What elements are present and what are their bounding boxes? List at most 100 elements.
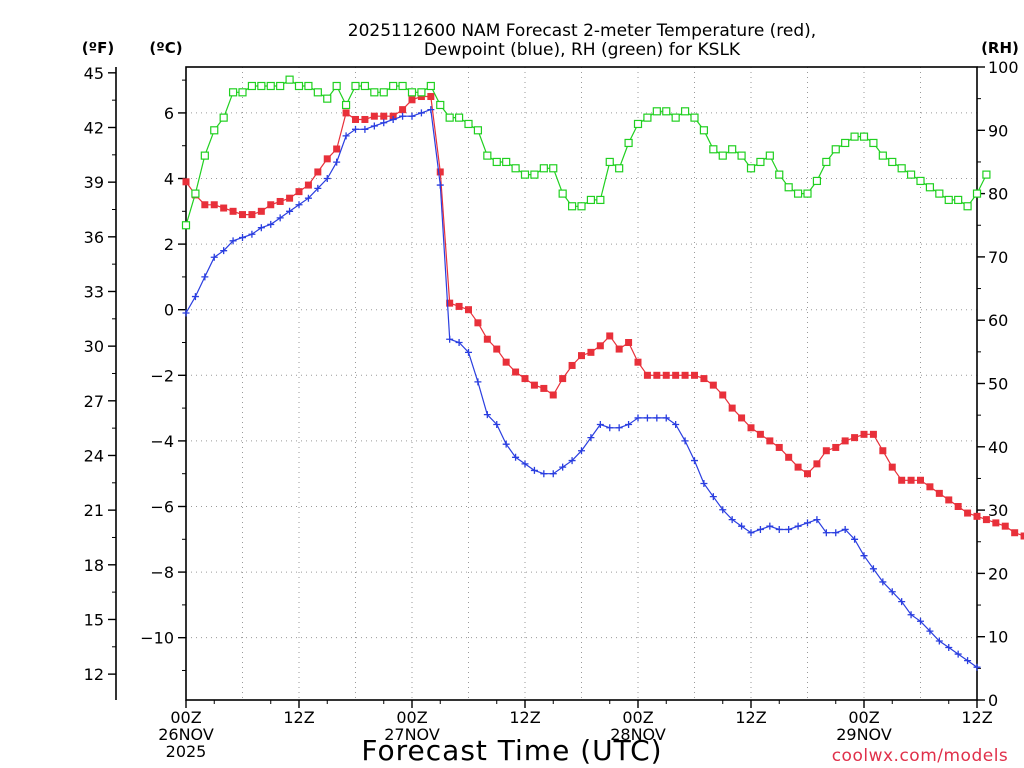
rh-point [257, 81, 266, 91]
temperature-point [474, 319, 482, 327]
rh-point [850, 132, 859, 141]
temperature-point [220, 204, 228, 212]
rh-point [181, 221, 191, 230]
dewpoint-point [201, 273, 209, 281]
dewpoint-point [907, 611, 915, 619]
x-tick-label: 00Z [396, 708, 427, 727]
dewpoint-point [672, 420, 680, 428]
fahrenheit-tick-label: 21 [84, 501, 104, 520]
rh-point [662, 107, 671, 116]
temperature-point [879, 447, 887, 455]
celsius-tick-label: 4 [164, 170, 174, 189]
rh-point [398, 81, 407, 91]
rh-point [266, 81, 275, 91]
dewpoint-point [681, 437, 689, 445]
title-line-1: 2025112600 NAM Forecast 2-meter Temperat… [348, 21, 816, 41]
fahrenheit-tick-label: 12 [84, 665, 104, 684]
temperature-point [964, 509, 972, 517]
gridlines [186, 67, 977, 700]
fahrenheit-tick-label: 42 [84, 118, 104, 137]
dewpoint-point [625, 420, 633, 428]
temperature-point [248, 211, 256, 219]
axes [108, 66, 985, 708]
temperature-point [587, 348, 595, 356]
fahrenheit-tick-label: 33 [84, 282, 104, 301]
rh-tick-label: 30 [988, 501, 1008, 520]
rh-tick-label: 100 [988, 58, 1019, 77]
rh-tick-label: 0 [988, 691, 998, 710]
rh-point [709, 145, 718, 154]
dewpoint-series [182, 106, 981, 671]
rh-point [756, 157, 765, 167]
rh-point [822, 157, 831, 167]
rh-point [605, 157, 614, 167]
fahrenheit-unit-label: (ºF) [82, 39, 114, 57]
temperature-point [483, 335, 491, 343]
dewpoint-point [342, 132, 350, 140]
rh-point [454, 113, 464, 122]
temperature-point [804, 470, 811, 478]
temperature-point [747, 424, 755, 432]
fahrenheit-tick-label: 15 [84, 610, 104, 629]
rh-point [200, 151, 209, 160]
rh-point [219, 113, 228, 122]
rh-point [511, 164, 520, 173]
dewpoint-point [747, 529, 755, 537]
rh-point [633, 119, 643, 129]
rh-point [652, 107, 661, 116]
temperature-point [446, 299, 454, 307]
dewpoint-point [775, 525, 783, 533]
dewpoint-point [578, 447, 585, 455]
temperature-point [512, 368, 520, 376]
temperature-point [210, 201, 218, 209]
temperature-point [408, 96, 416, 104]
dewpoint-point [587, 434, 595, 442]
dewpoint-point [738, 522, 746, 530]
temperature-point [502, 358, 510, 366]
temperature-point [323, 155, 331, 163]
x-axis-title: Forecast Time (UTC) [361, 734, 662, 767]
dewpoint-point [474, 378, 482, 386]
rh-point [878, 151, 887, 160]
temperature-point [907, 476, 915, 484]
celsius-tick-label: −6 [150, 497, 174, 516]
temperature-point [239, 211, 246, 219]
dewpoint-point [851, 535, 859, 543]
dewpoint-point [408, 112, 416, 120]
temperature-point [314, 168, 322, 176]
temperature-point [728, 404, 736, 412]
temperature-point [615, 345, 623, 353]
temperature-point [973, 512, 981, 520]
dewpoint-point [512, 453, 520, 461]
rh-point [238, 88, 247, 97]
x-tick-label: 12Z [509, 708, 540, 727]
rh-point [276, 81, 285, 91]
rh-point [520, 170, 530, 179]
dewpoint-point [700, 480, 708, 488]
rh-point [680, 107, 690, 116]
rh-point [370, 88, 379, 97]
dewpoint-point [634, 414, 642, 422]
dewpoint-point [399, 112, 407, 120]
rh-point [351, 81, 360, 91]
rh-tick-label: 90 [988, 121, 1008, 140]
dewpoint-point [898, 598, 906, 606]
dewpoint-point [530, 466, 538, 474]
celsius-tick-label: 6 [164, 104, 174, 123]
dewpoint-point [691, 457, 698, 465]
dewpoint-point [352, 125, 359, 133]
dewpoint-point [559, 463, 567, 471]
dewpoint-point [606, 424, 614, 432]
dewpoint-point [954, 650, 962, 658]
rh-point [389, 81, 398, 91]
temperature-point [653, 371, 661, 379]
temperature-point [832, 443, 840, 451]
rh-tick-label: 50 [988, 375, 1008, 394]
rh-series [181, 75, 991, 230]
rh-point [643, 113, 652, 122]
temperature-point [333, 145, 341, 153]
rh-point [615, 164, 624, 173]
temperature-point [926, 483, 934, 491]
rh-point [539, 164, 548, 173]
